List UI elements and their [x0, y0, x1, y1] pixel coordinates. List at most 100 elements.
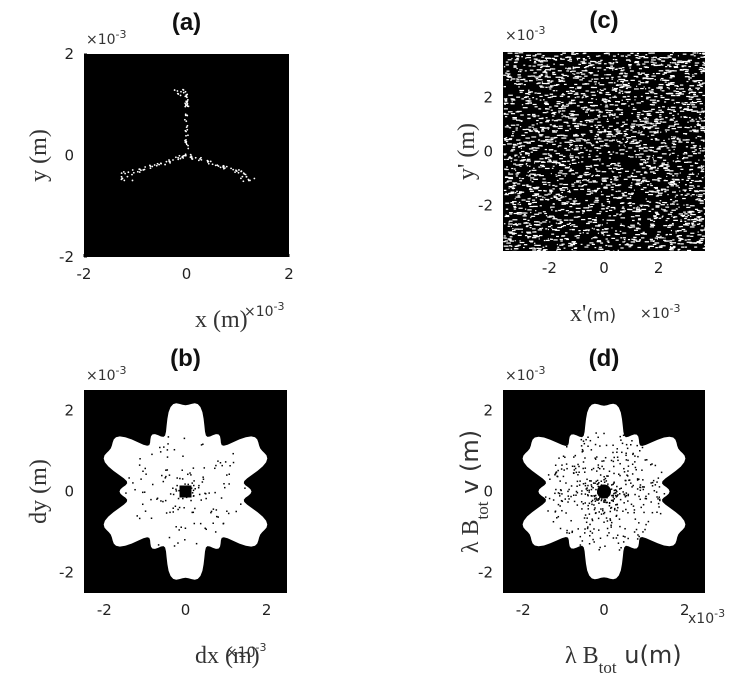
speck — [601, 179, 607, 181]
speck — [684, 102, 688, 104]
speck — [503, 74, 507, 76]
speck — [602, 509, 604, 512]
speck — [559, 170, 561, 172]
speck — [591, 227, 593, 229]
speck — [611, 89, 617, 91]
speck — [503, 113, 509, 115]
speck — [601, 460, 603, 462]
speck — [588, 181, 593, 183]
speck — [633, 236, 635, 239]
speck — [634, 229, 638, 231]
speck — [560, 57, 562, 60]
speck — [671, 152, 675, 154]
speck — [630, 244, 634, 246]
speck — [576, 86, 582, 88]
speck — [234, 171, 236, 174]
speck — [657, 167, 659, 169]
speck — [185, 101, 188, 104]
speck — [540, 166, 542, 168]
speck — [592, 482, 595, 484]
speck — [613, 465, 615, 468]
speck — [624, 73, 628, 75]
speck — [645, 523, 647, 526]
speck — [521, 104, 524, 106]
speck — [505, 208, 509, 210]
speck — [622, 121, 625, 123]
speck — [574, 162, 577, 164]
speck — [702, 67, 705, 70]
speck — [504, 194, 509, 196]
speck — [168, 536, 171, 539]
speck — [190, 487, 193, 489]
speck — [590, 206, 593, 208]
speck — [687, 177, 691, 180]
speck — [614, 100, 620, 103]
speck — [560, 240, 563, 242]
speck — [185, 143, 188, 146]
speck — [559, 527, 562, 530]
speck — [168, 160, 171, 163]
speck — [665, 234, 668, 236]
speck — [667, 108, 671, 111]
speck — [666, 172, 671, 175]
speck — [628, 202, 632, 204]
speck — [559, 163, 565, 166]
speck — [676, 94, 681, 97]
speck — [635, 528, 638, 531]
speck — [657, 192, 663, 194]
speck — [533, 194, 538, 197]
speck — [161, 474, 163, 477]
speck — [669, 62, 672, 64]
speck — [222, 166, 225, 169]
speck — [607, 250, 609, 251]
speck — [639, 489, 642, 492]
speck — [643, 146, 647, 148]
speck — [646, 184, 650, 186]
speck — [533, 116, 536, 118]
speck — [556, 90, 558, 92]
speck — [516, 245, 520, 247]
speck — [531, 228, 536, 230]
speck — [628, 91, 631, 93]
speck — [602, 501, 605, 503]
speck — [535, 72, 537, 74]
speck — [569, 211, 574, 213]
speck — [654, 242, 660, 244]
speck — [655, 206, 660, 208]
speck — [636, 52, 639, 55]
speck — [565, 210, 569, 212]
speck — [608, 202, 611, 204]
speck — [199, 158, 201, 160]
speck — [587, 55, 590, 58]
speck — [514, 155, 517, 157]
speck — [580, 501, 583, 503]
speck — [656, 511, 658, 514]
speck — [538, 60, 542, 62]
panel-title: (a) — [172, 9, 201, 36]
speck — [691, 224, 696, 226]
speck — [589, 130, 593, 132]
speck — [588, 57, 591, 59]
speck — [530, 241, 533, 243]
speck — [686, 106, 690, 108]
speck — [591, 238, 593, 240]
speck — [173, 448, 176, 451]
speck — [607, 245, 613, 247]
speck — [582, 139, 586, 141]
speck — [660, 77, 664, 80]
speck — [682, 53, 687, 55]
speck — [595, 480, 598, 483]
speck — [651, 64, 656, 66]
speck — [700, 129, 703, 132]
speck — [661, 162, 665, 164]
speck — [670, 246, 672, 248]
speck — [511, 135, 515, 137]
speck — [593, 228, 595, 230]
speck — [172, 493, 175, 496]
speck — [519, 165, 522, 167]
speck — [686, 193, 690, 195]
speck — [630, 125, 635, 127]
speck — [657, 147, 661, 149]
speck — [172, 487, 174, 490]
speck — [583, 471, 586, 473]
